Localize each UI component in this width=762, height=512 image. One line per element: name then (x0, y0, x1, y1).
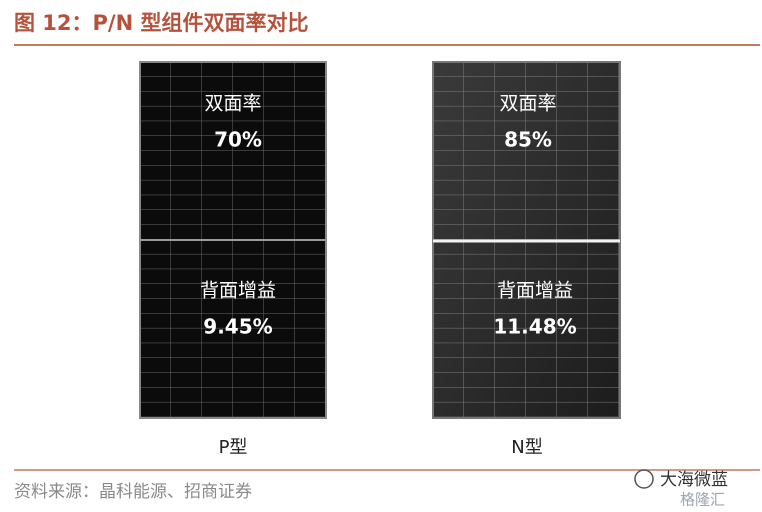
title: 图 12：P/N 型组件双面率对比 (14, 11, 308, 35)
p-panel: 双面率 70% 背面增益 9.45% P型 (139, 61, 327, 458)
metric-value: 85% (504, 128, 552, 152)
metric-label: 背面增益 (200, 280, 276, 302)
source: 资料来源：晶科能源、招商证券 (14, 482, 252, 502)
watermark-sub: 格隆汇 (680, 491, 725, 509)
panel-label: N型 (511, 437, 542, 458)
watermark: 大海微蓝 格隆汇 (634, 469, 728, 509)
watermark-text: 大海微蓝 (660, 470, 728, 490)
metric-label: 背面增益 (497, 280, 573, 302)
n-panel: 双面率 85% 背面增益 11.48% N型 (432, 61, 621, 458)
panel-label: P型 (219, 437, 248, 458)
watermark-icon (634, 469, 654, 489)
metric-value: 70% (214, 128, 262, 152)
metric-label: 双面率 (499, 93, 556, 115)
metric-label: 双面率 (204, 93, 261, 115)
metric-value: 9.45% (203, 315, 272, 339)
metric-value: 11.48% (493, 315, 576, 339)
